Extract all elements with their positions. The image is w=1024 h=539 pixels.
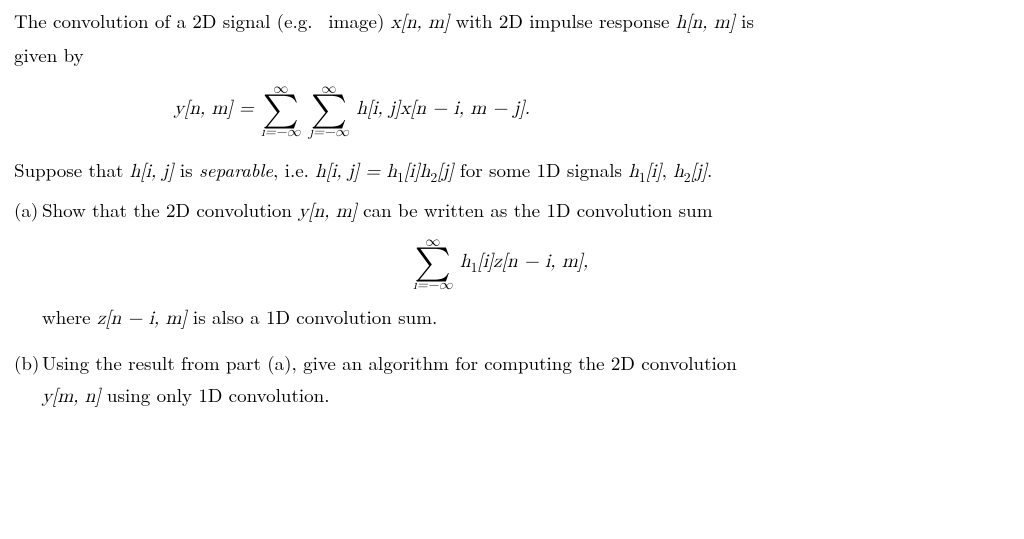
intro-text-2: with 2D impulse response xyxy=(449,7,676,34)
eq1-sum1-sigma: ∑ xyxy=(261,96,301,125)
sep-h2: h xyxy=(673,162,684,181)
pa-ynm: y[n, m] xyxy=(298,202,357,221)
sep-h1: h xyxy=(628,162,639,181)
eq2-sum-bot: i=−∞ xyxy=(413,278,453,292)
eq2-body-pre: h xyxy=(460,253,471,272)
eq2-sum-sigma: ∑ xyxy=(413,249,453,278)
pb-post: using only 1D convolution. xyxy=(101,381,330,408)
sep-h2-sub: 2 xyxy=(684,171,691,185)
part-b-label: (b) xyxy=(14,350,42,415)
eq2-body-post: [i]z[n − i, m], xyxy=(477,253,588,272)
intro-text-1: The convolution of a 2D signal (e.g. ima… xyxy=(14,7,391,34)
eq1-sum2-bot: j=−∞ xyxy=(309,125,349,139)
eq1-sum-2: ∞ ∑ j=−∞ xyxy=(309,81,349,139)
sep-eqn-mid2: [j] xyxy=(437,162,453,181)
sep-word: separable xyxy=(199,156,273,183)
sep-eqn: h[i, j] = h xyxy=(315,162,397,181)
pa-post: can be written as the 1D convolution sum xyxy=(357,196,713,223)
part-b-line2: y[m, n] using only 1D convolution. xyxy=(42,382,1010,410)
eq1-sum2-sigma: ∑ xyxy=(309,96,349,125)
eq1-sum1-bot: i=−∞ xyxy=(261,125,301,139)
intro-line-1: The convolution of a 2D signal (e.g. ima… xyxy=(14,8,1010,36)
sep-eqn-mid1: [i]h xyxy=(404,162,430,181)
part-b-line1: Using the result from part (a), give an … xyxy=(42,350,1010,376)
part-a-line1: Show that the 2D convolution y[n, m] can… xyxy=(42,197,1010,225)
paf-znm: z[n − i, m] xyxy=(97,309,187,328)
sep-end: . xyxy=(707,156,712,183)
eq1-lhs: y[n, m] = xyxy=(174,99,260,118)
sep-h1-br: [i] xyxy=(646,162,662,181)
math-hnm: h[n, m] xyxy=(676,13,735,32)
sep-h2-br: [j] xyxy=(691,162,707,181)
sep-mid1: is xyxy=(174,156,199,183)
equation-1: y[n, m] = ∞ ∑ i=−∞ ∞ ∑ j=−∞ h[i, j]x[n −… xyxy=(14,81,1010,139)
sep-mid3: for some 1D signals xyxy=(454,156,629,183)
sep-pre: Suppose that xyxy=(14,156,130,183)
paf-pre: where xyxy=(42,303,97,330)
separable-line: Suppose that h[i, j] is separable, i.e. … xyxy=(14,157,1010,185)
math-xnm: x[n, m] xyxy=(391,13,450,32)
pb-ymn: y[m, n] xyxy=(42,387,101,406)
sep-comma: , xyxy=(662,156,674,183)
eq2-sum: ∞ ∑ i=−∞ xyxy=(413,234,453,292)
equation-2: ∞ ∑ i=−∞ h1[i]z[n − i, m], xyxy=(42,234,1010,292)
sep-sub1: 1 xyxy=(397,171,404,185)
part-a-footer: where z[n − i, m] is also a 1D convoluti… xyxy=(42,304,1010,332)
eq1-sum-1: ∞ ∑ i=−∞ xyxy=(261,81,301,139)
part-b: (b) Using the result from part (a), give… xyxy=(14,350,1010,415)
eq1-rhs: h[i, j]x[n − i, m − j]. xyxy=(356,99,530,118)
intro-line-2: given by xyxy=(14,42,1010,68)
intro-text-3: is xyxy=(735,7,754,34)
part-a: (a) Show that the 2D convolution y[n, m]… xyxy=(14,197,1010,338)
part-a-label: (a) xyxy=(14,197,42,338)
part-b-body: Using the result from part (a), give an … xyxy=(42,350,1010,415)
part-a-body: Show that the 2D convolution y[n, m] can… xyxy=(42,197,1010,338)
sep-h1-sub: 1 xyxy=(639,171,646,185)
sep-hij: h[i, j] xyxy=(130,162,174,181)
pa-pre: Show that the 2D convolution xyxy=(42,196,298,223)
sep-mid2: , i.e. xyxy=(273,156,315,183)
paf-post: is also a 1D convolution sum. xyxy=(187,303,438,330)
